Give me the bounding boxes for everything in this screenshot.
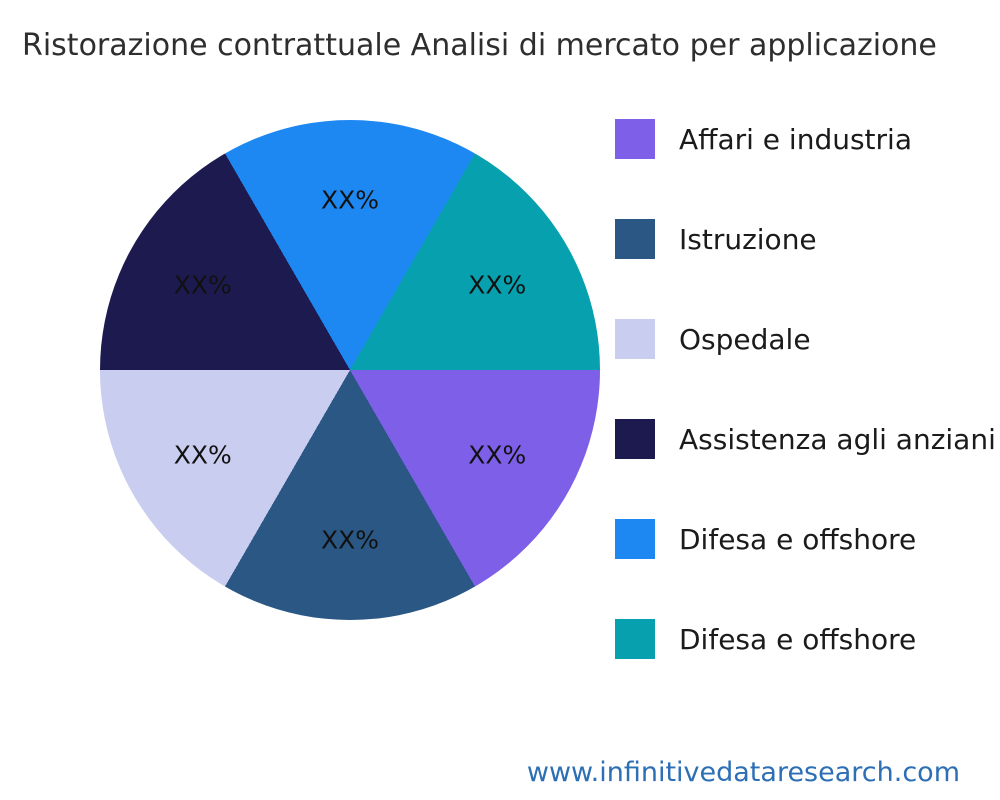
pie-slice-value-label: XX%: [173, 270, 232, 300]
legend-label: Difesa e offshore: [679, 522, 917, 556]
pie-slice-value-label: XX%: [320, 185, 380, 215]
legend-label: Ospedale: [679, 322, 811, 356]
pie-slice-value-label: XX%: [173, 440, 232, 470]
legend-item: Difesa e offshore: [615, 519, 1000, 559]
legend-swatch-icon: [615, 119, 655, 159]
legend-swatch-icon: [615, 419, 655, 459]
legend-label: Istruzione: [679, 222, 817, 256]
pie-slice-value-label: XX%: [468, 440, 527, 470]
legend: Affari e industria Istruzione Ospedale Assi…: [615, 119, 1000, 719]
pie-circle: [100, 120, 600, 620]
pie-slice-value-label: XX%: [320, 525, 380, 555]
legend-label: Assistenza agli anziani: [679, 422, 996, 456]
legend-swatch-icon: [615, 319, 655, 359]
chart-title: Ristorazione contrattuale Analisi di mer…: [22, 28, 937, 63]
legend-swatch-icon: [615, 219, 655, 259]
legend-item: Assistenza agli anziani: [615, 419, 1000, 459]
legend-item: Ospedale: [615, 319, 1000, 359]
pie-slice-value-label: XX%: [468, 270, 527, 300]
legend-swatch-icon: [615, 619, 655, 659]
legend-swatch-icon: [615, 519, 655, 559]
legend-label: Difesa e offshore: [679, 622, 917, 656]
pie-chart: XX% XX% XX% XX% XX% XX%: [100, 120, 600, 620]
legend-item: Difesa e offshore: [615, 619, 1000, 659]
legend-label: Affari e industria: [679, 122, 912, 156]
legend-item: Affari e industria: [615, 119, 1000, 159]
legend-item: Istruzione: [615, 219, 1000, 259]
footer-url[interactable]: www.infinitivedataresearch.com: [526, 757, 960, 788]
